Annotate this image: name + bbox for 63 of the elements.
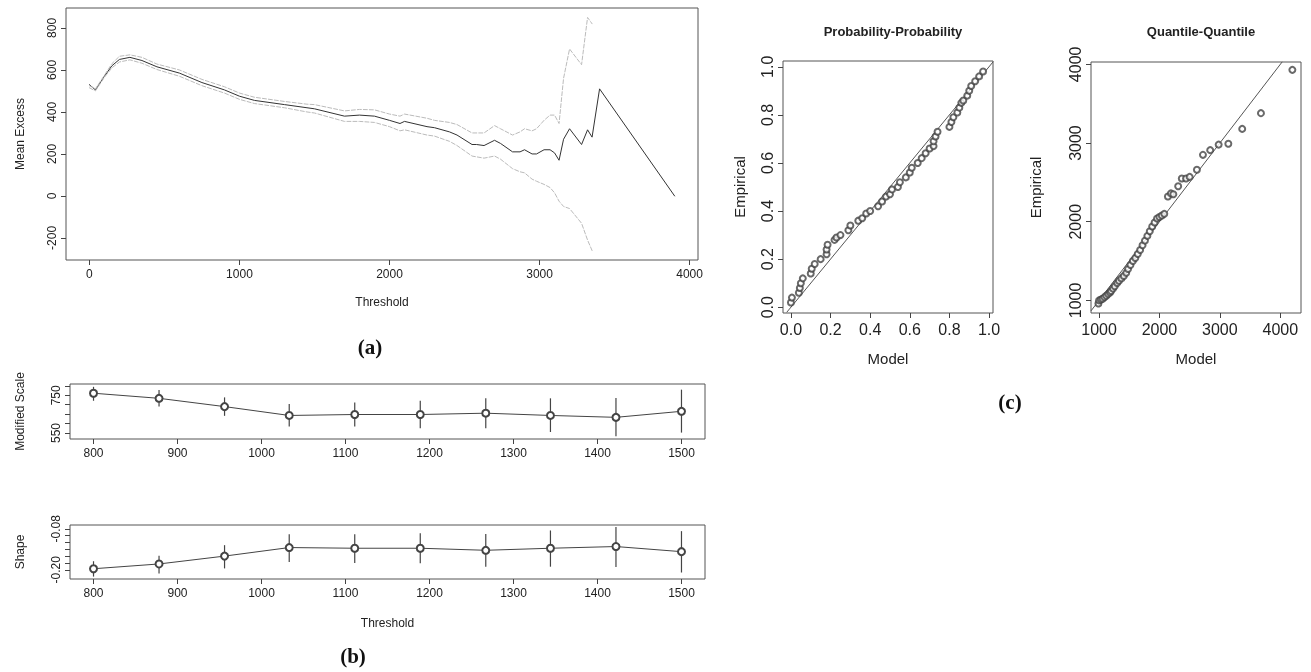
y-tick-label: 800 [45,17,59,38]
x-tick-label: 1200 [416,446,444,460]
x-tick-label: 1000 [226,267,254,281]
y-tick-label: -0.08 [49,514,63,543]
y-tick-label: -0.20 [49,555,63,584]
y-tick-label: 600 [45,59,59,80]
x-tick-label: 1100 [332,586,359,600]
x-tick-label: 0.8 [938,320,961,338]
y-tick-label: 1.0 [758,55,776,78]
chart-title: Probability-Probability [823,24,964,39]
x-tick-label: 3000 [1202,320,1238,338]
y-tick-label: 0.8 [758,103,776,126]
x-tick-label: 1.0 [977,320,1001,338]
x-tick-label: 1000 [248,446,276,460]
x-tick-label: 0.2 [819,320,842,338]
x-axis-title: Threshold [355,295,409,309]
y-tick-label: 0.4 [758,199,776,223]
x-tick-label: 1300 [500,586,528,600]
x-tick-label: 4000 [676,267,704,281]
x-axis-title: Threshold [360,616,415,630]
x-axis-title: Model [867,350,909,367]
x-tick-label: 0.4 [859,320,882,338]
x-tick-label: 2000 [376,267,404,281]
x-tick-label: 1500 [668,446,696,460]
text: (c) [998,389,1022,415]
x-tick-label: 1000 [1081,320,1117,338]
y-tick-label: 200 [45,143,59,164]
x-tick-label: 1400 [584,446,612,460]
y-tick-label: -200 [45,225,59,250]
x-axis-title: Model [1175,350,1217,367]
chart-title: Quantile-Quantile [1146,24,1256,39]
x-tick-label: 1500 [668,586,696,600]
x-tick-label: 1200 [416,586,444,600]
y-axis-title: Shape [13,534,27,570]
y-axis-title: Mean Excess [13,97,27,171]
text: (a) [357,334,383,360]
y-tick-label: 3000 [1066,125,1084,161]
y-axis-title: Empirical [731,156,748,218]
y-tick-label: 750 [49,384,63,406]
y-tick-label: 400 [45,101,59,122]
x-tick-label: 1400 [584,586,612,600]
y-tick-label: 0.0 [758,296,776,319]
x-tick-label: 0.0 [779,320,803,338]
y-tick-label: 0.6 [758,151,776,175]
x-tick-label: 4000 [1262,320,1299,338]
y-tick-label: 0 [45,192,59,200]
x-tick-label: 900 [167,586,188,600]
y-tick-label: 2000 [1066,203,1084,240]
x-tick-label: 1100 [332,446,359,460]
x-tick-label: 3000 [526,267,554,281]
x-tick-label: 0 [86,267,94,281]
x-tick-label: 800 [83,586,104,600]
y-axis-title: Empirical [1027,156,1044,219]
x-tick-label: 1000 [248,586,276,600]
x-tick-label: 2000 [1141,320,1178,338]
x-tick-label: 1300 [500,446,528,460]
text: (b) [340,643,366,669]
x-tick-label: 800 [83,446,104,460]
y-tick-label: 4000 [1066,46,1084,83]
y-axis-title: Modified Scale [13,371,27,451]
y-tick-label: 550 [49,422,63,443]
x-tick-label: 0.6 [898,320,922,338]
x-tick-label: 900 [167,446,188,460]
